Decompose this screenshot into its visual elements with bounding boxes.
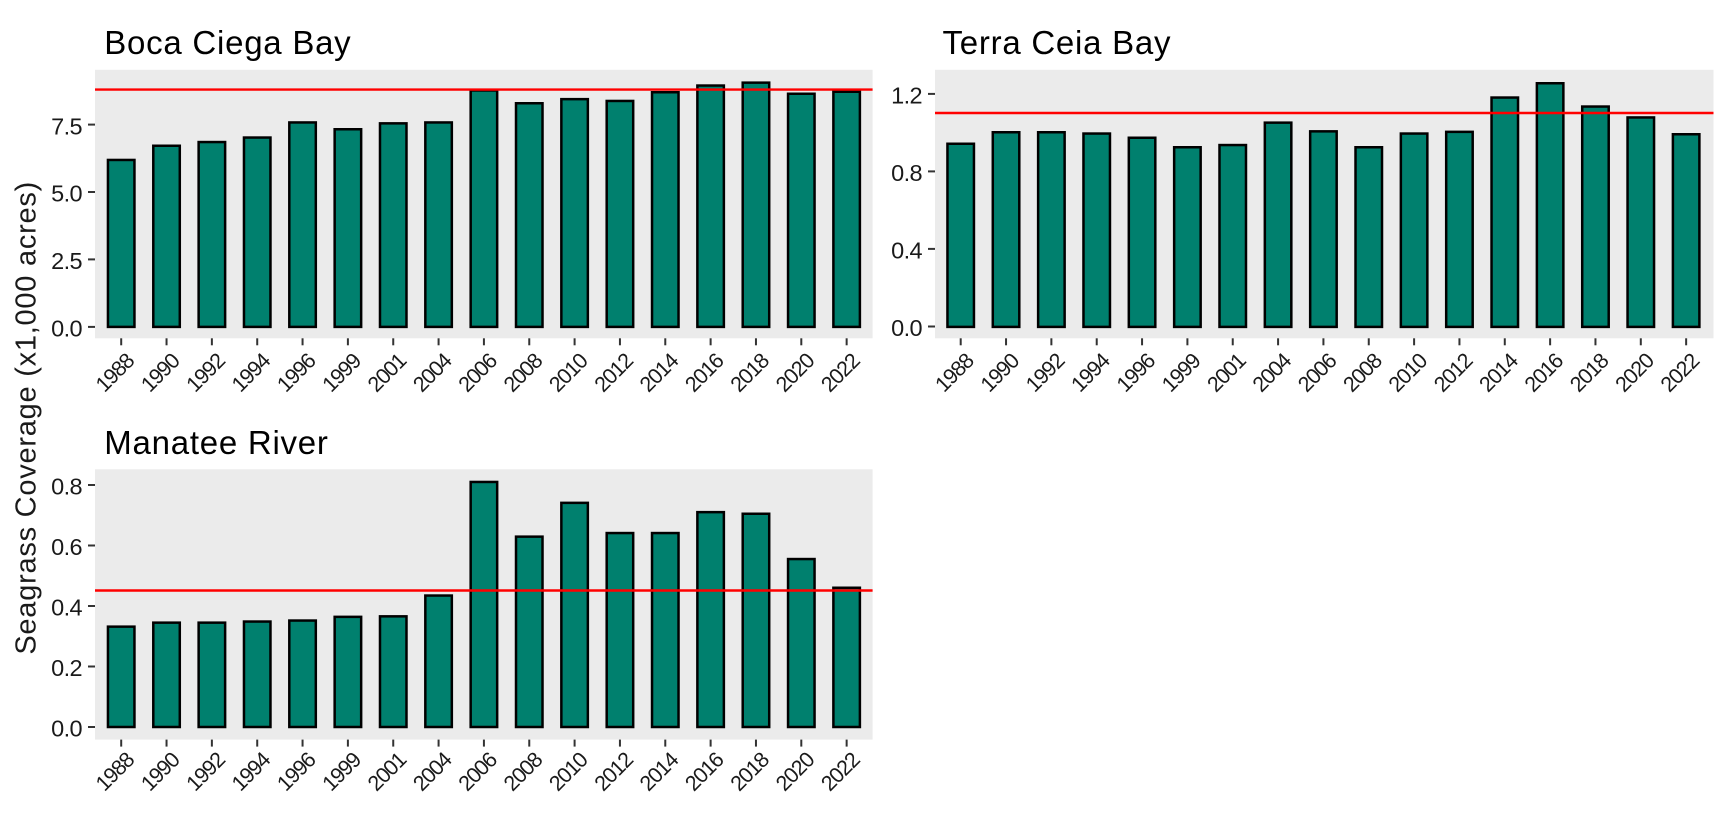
- svg-text:Manatee River: Manatee River: [104, 424, 328, 461]
- svg-text:5.0: 5.0: [51, 181, 82, 207]
- svg-text:Boca Ciega Bay: Boca Ciega Bay: [104, 24, 351, 61]
- svg-text:1.2: 1.2: [891, 83, 922, 109]
- svg-text:7.5: 7.5: [51, 113, 82, 139]
- svg-text:0.8: 0.8: [51, 474, 82, 500]
- svg-text:Terra Ceia Bay: Terra Ceia Bay: [943, 24, 1172, 61]
- svg-text:0.4: 0.4: [891, 238, 922, 264]
- svg-text:0.8: 0.8: [891, 160, 922, 186]
- svg-text:0.2: 0.2: [51, 655, 82, 681]
- svg-text:Seagrass Coverage (x1,000 acre: Seagrass Coverage (x1,000 acres): [11, 181, 43, 655]
- svg-text:0.0: 0.0: [51, 716, 82, 742]
- svg-text:0.0: 0.0: [891, 315, 922, 341]
- svg-text:2.5: 2.5: [51, 248, 82, 274]
- svg-text:0.0: 0.0: [51, 316, 82, 342]
- svg-text:0.6: 0.6: [51, 534, 82, 560]
- svg-text:0.4: 0.4: [51, 595, 82, 621]
